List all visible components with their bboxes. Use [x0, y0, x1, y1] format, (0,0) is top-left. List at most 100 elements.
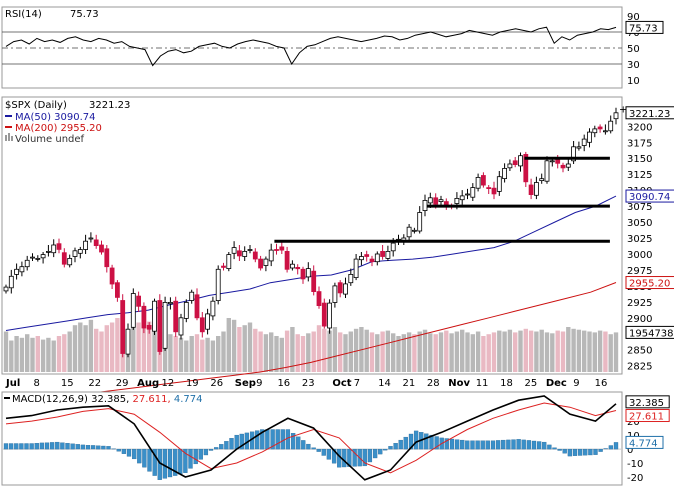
macd-histogram-bar [239, 433, 244, 450]
macd-histogram-bar [60, 442, 65, 450]
candle-body [46, 250, 51, 253]
volume-bar [194, 334, 200, 372]
candle-body [364, 254, 370, 257]
candle-body [300, 268, 306, 280]
macd-histogram-bar [352, 448, 357, 467]
candle-body [247, 249, 253, 251]
macd-histogram-bar [198, 448, 203, 460]
volume-bar [422, 329, 428, 372]
candle-body [353, 258, 359, 279]
price-tick-2900: 2900 [627, 314, 652, 325]
price-tick-3150: 3150 [627, 154, 652, 165]
candle-body [205, 313, 211, 330]
volume-bar [205, 337, 210, 372]
candle-body [14, 268, 20, 275]
candle-body [576, 146, 582, 149]
price-tick-3175: 3175 [627, 138, 652, 149]
volume-bar [14, 336, 19, 372]
volume-bar [380, 331, 385, 372]
ma200-line [5, 282, 617, 405]
price-tick-2825: 2825 [627, 362, 652, 373]
rsi-tick-10: 10 [627, 76, 640, 87]
candle-body [289, 263, 295, 269]
candle-body [77, 249, 83, 254]
volume-bar [438, 332, 444, 372]
macd-histogram-bar [311, 447, 316, 450]
candle-body [565, 163, 571, 168]
volume-bar [131, 319, 136, 372]
volume-bar [449, 333, 454, 372]
candle-body [268, 249, 274, 262]
x-tick-25: 25 [525, 378, 538, 389]
x-tick-14: 14 [378, 378, 391, 389]
volume-bar [613, 332, 619, 372]
volume-bar [491, 332, 497, 372]
ma50-value-tag: 3090.74 [629, 192, 670, 203]
volume-bar [30, 337, 35, 372]
price-value-tag-box [625, 106, 674, 120]
rsi-value-tag-box [625, 20, 664, 34]
ma50-value-tag-box [625, 189, 674, 203]
macd-histogram-bar [290, 433, 296, 450]
macd-histogram-bar [116, 448, 121, 452]
candle-body [274, 249, 279, 251]
candle-body [104, 248, 110, 268]
volume-bar [348, 331, 353, 372]
macd-signal-value-tag-box [625, 409, 670, 423]
candle-body [560, 164, 566, 169]
price-tick-2925: 2925 [627, 298, 652, 309]
candle-body [199, 317, 205, 333]
macd-histogram-bar [347, 448, 352, 467]
volume-bar [507, 329, 513, 372]
candle-body [19, 266, 25, 273]
volume-bar [231, 319, 237, 372]
x-tick-19: 19 [186, 378, 199, 389]
volume-bar [99, 331, 104, 372]
candle-body [136, 295, 142, 307]
x-tick-7: 7 [354, 378, 360, 389]
volume-bar [560, 331, 566, 372]
macd-histogram-bar [608, 445, 614, 450]
macd-histogram-bar [603, 448, 608, 450]
candle-body [512, 160, 518, 166]
candle-body [279, 246, 285, 251]
volume-bar [147, 321, 152, 372]
price-tick-3075: 3075 [627, 202, 652, 213]
macd-histogram-bar [536, 441, 542, 450]
candle-body [454, 197, 460, 204]
price-tick-3050: 3050 [627, 218, 652, 229]
macd-histogram-bar [444, 438, 449, 450]
macd-histogram-bar [14, 443, 19, 450]
candle-body [83, 240, 88, 250]
volume-bar [353, 328, 359, 372]
candle-body [438, 199, 444, 202]
candle-body [67, 257, 73, 266]
candle-body [183, 301, 189, 319]
volume-bar [3, 331, 9, 372]
candle-body [51, 244, 57, 254]
volume-bar [475, 331, 481, 372]
volume-bar [332, 327, 338, 372]
volume-bar [109, 322, 115, 372]
volume-bar [465, 332, 470, 372]
candle-body [385, 250, 391, 259]
macd-tick-20: 20 [627, 417, 640, 428]
candle-body [231, 247, 237, 254]
volume-bar [242, 325, 247, 372]
x-tick-Nov: Nov [448, 378, 470, 389]
candle-body [587, 131, 592, 143]
macd-histogram-bar [331, 448, 337, 464]
volume-bar [343, 334, 348, 372]
macd-histogram-bar [495, 440, 501, 450]
candle-body [56, 243, 62, 250]
candle-body [422, 199, 428, 211]
macd-histogram-bar [29, 443, 34, 450]
volume-bar [587, 331, 592, 372]
volume-bar [396, 336, 401, 372]
macd-histogram-bar [383, 448, 388, 451]
volume-bar [454, 331, 460, 372]
candle-body [343, 283, 348, 295]
macd-histogram-bar [208, 448, 214, 451]
macd-histogram-bar [413, 430, 419, 450]
macd-tick--20: -20 [627, 473, 643, 484]
